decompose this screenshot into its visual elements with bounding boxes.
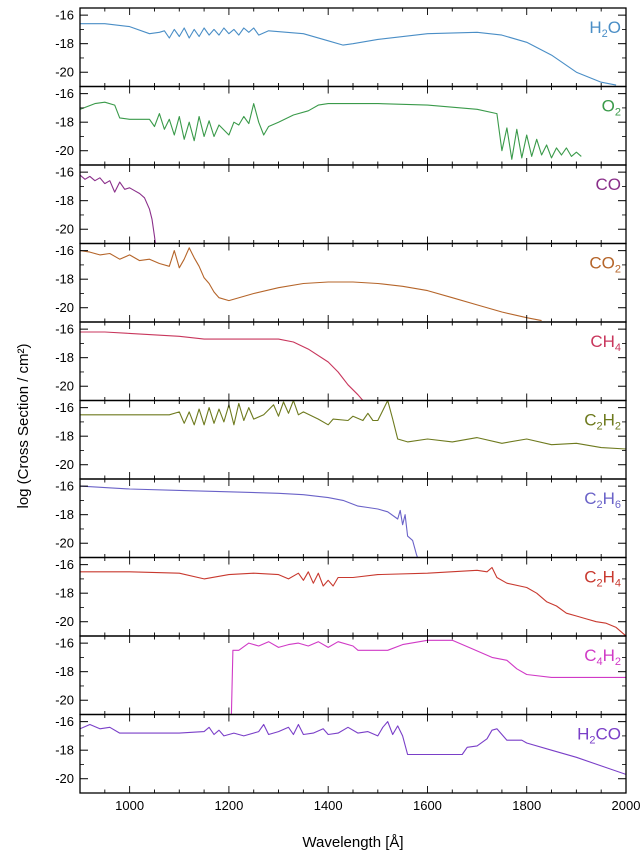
panel-2: -16 -18 -20 CO (55, 164, 627, 245)
y-tick-label: -20 (55, 379, 74, 394)
y-tick-label: -16 (55, 636, 74, 651)
series-line-5 (80, 400, 626, 450)
panel-frame (79, 713, 627, 794)
x-axis-title: Wavelength [Å] (302, 834, 403, 851)
x-tick-label: 1000 (115, 798, 144, 813)
y-tick-label: -18 (55, 350, 74, 365)
y-tick-label: -18 (55, 429, 74, 444)
y-tick-label: -16 (55, 165, 74, 180)
panel-frame (79, 478, 627, 559)
species-label: CO2 (589, 254, 621, 276)
y-axis-title: log (Cross Section / cm²) (15, 343, 32, 508)
series-line-2 (80, 174, 156, 244)
panel-0: -16 -18 -20 H2O (55, 7, 627, 88)
panel-3: -16 -18 -20 CO2 (55, 242, 627, 323)
series-line-7 (80, 566, 626, 636)
y-tick-label: -20 (55, 693, 74, 708)
y-tick-label: -16 (55, 322, 74, 337)
panel-frame (79, 321, 627, 402)
panel-6: -16 -18 -20 C2H6 (55, 478, 627, 559)
y-tick-label: -16 (55, 479, 74, 494)
y-tick-label: -20 (55, 65, 74, 80)
panel-frame (79, 164, 627, 245)
series-line-3 (80, 247, 542, 322)
x-tick-label: 1800 (512, 798, 541, 813)
panel-frame (79, 399, 627, 480)
y-tick-label: -16 (55, 714, 74, 729)
y-tick-label: -16 (55, 8, 74, 23)
panel-8: -16 -18 -20 C4H2 (55, 635, 627, 716)
species-label: CH4 (590, 332, 621, 354)
series-line-9 (80, 721, 626, 775)
y-tick-label: -20 (55, 614, 74, 629)
panel-frame (79, 242, 627, 323)
y-tick-label: -20 (55, 457, 74, 472)
x-tick-label: 1200 (214, 798, 243, 813)
y-tick-label: -20 (55, 300, 74, 315)
y-tick-label: -18 (55, 743, 74, 758)
panel-5: -16 -18 -20 C2H2 (55, 399, 627, 480)
species-label: H2O (589, 18, 621, 40)
panel-4: -16 -18 -20 CH4 (55, 321, 627, 402)
y-tick-label: -18 (55, 272, 74, 287)
y-tick-label: -20 (55, 222, 74, 237)
series-line-4 (80, 331, 364, 401)
y-tick-label: -16 (55, 243, 74, 258)
y-tick-label: -18 (55, 507, 74, 522)
x-tick-label: 1400 (314, 798, 343, 813)
panel-frame (79, 635, 627, 716)
y-tick-label: -18 (55, 36, 74, 51)
series-line-0 (80, 23, 617, 86)
y-tick-label: -16 (55, 557, 74, 572)
y-tick-label: -18 (55, 586, 74, 601)
panels-group: -16 -18 -20 H2O -16 -18 -20 O2 -16 -18 -20 CO -16 -18… (55, 7, 627, 794)
y-tick-label: -20 (55, 143, 74, 158)
panel-1: -16 -18 -20 O2 (55, 85, 627, 166)
species-label: H2CO (577, 725, 621, 747)
y-tick-label: -16 (55, 400, 74, 415)
series-line-6 (80, 485, 419, 558)
species-label: O2 (602, 97, 621, 119)
y-tick-label: -18 (55, 664, 74, 679)
species-label: CO (596, 175, 622, 194)
y-tick-label: -20 (55, 536, 74, 551)
species-label: C2H6 (584, 489, 621, 511)
x-axis: 1000 1200 1400 1600 1800 2000 (115, 798, 640, 813)
species-label: C2H4 (584, 568, 621, 590)
panel-frame (79, 85, 627, 166)
species-label: C4H2 (584, 646, 621, 668)
y-tick-label: -20 (55, 771, 74, 786)
panel-frame (79, 7, 627, 88)
series-line-1 (80, 101, 582, 160)
y-tick-label: -18 (55, 115, 74, 130)
panel-7: -16 -18 -20 C2H4 (55, 556, 627, 637)
x-tick-label: 1600 (413, 798, 442, 813)
y-tick-label: -18 (55, 193, 74, 208)
x-tick-label: 2000 (612, 798, 641, 813)
species-label: C2H2 (584, 411, 621, 433)
panel-9: -16 -18 -20 H2CO (55, 713, 627, 794)
panel-frame (79, 556, 627, 637)
series-line-8 (230, 639, 626, 715)
y-tick-label: -16 (55, 86, 74, 101)
